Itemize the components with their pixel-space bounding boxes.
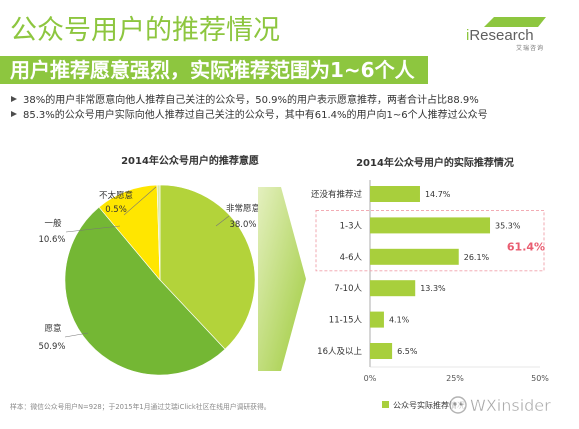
pie-label-neutral: 一般 (44, 218, 62, 229)
highlight-dashed-box (315, 209, 545, 272)
key-findings-list: 38%的用户非常愿意向他人推荐自己关注的公众号，50.9%的用户表示愿意推荐，两… (11, 93, 571, 123)
transition-arrow-icon (258, 187, 306, 371)
pie-value-neutral: 10.6% (38, 235, 65, 245)
category-label: 16人及以上 (317, 347, 362, 357)
bar (370, 248, 459, 265)
key-finding-item: 38%的用户非常愿意向他人推荐自己关注的公众号，50.9%的用户表示愿意推荐，两… (11, 93, 571, 108)
source-footnote: 样本：微信公众号用户N=928；于2015年1月通过艾瑞iClick社区在线用户… (10, 403, 271, 411)
logo-brand-text: iResearch (466, 27, 534, 44)
bar (370, 311, 384, 328)
pie-value-willing: 50.9% (38, 342, 65, 352)
highlight-total-label: 61.4% (507, 241, 545, 254)
category-label: 7-10人 (334, 284, 362, 294)
pie-label-unwilling: 不太愿意 (99, 190, 133, 201)
pie-chart-title: 2014年公众号用户的推荐意愿 (121, 154, 259, 167)
bullet-arrow-icon (11, 96, 17, 102)
pie-slices (64, 184, 256, 376)
bar-value-label: 4.1% (389, 316, 410, 325)
pie-labels: 非常愿意 38.0% 愿意 50.9% 一般 10.6% 不太愿意 0.5% (38, 186, 260, 352)
x-tick-label: 50% (531, 374, 549, 383)
pie-chart-recommend-willingness: 2014年公众号用户的推荐意愿 非常愿意 38.0% 愿意 50.9% 一般 10.6% 不… (38, 154, 260, 376)
logo-brand-cn-text: 艾瑞咨询 (515, 45, 544, 52)
watermark-text: WXinsider (470, 396, 551, 415)
bar (370, 343, 393, 359)
watermark-logo-dot-icon (453, 402, 457, 406)
pie-label-very-willing: 非常愿意 (226, 203, 260, 214)
bar-chart-highlight: 61.4% (315, 209, 545, 272)
bar-value-label: 14.7% (425, 190, 451, 199)
bar-value-label: 26.1% (464, 253, 490, 262)
key-finding-text: 38%的用户非常愿意向他人推荐自己关注的公众号，50.9%的用户表示愿意推荐，两… (23, 95, 479, 106)
pie-slice-unwilling (156, 184, 161, 281)
x-tick-label: 25% (446, 374, 464, 383)
watermark-logo-icon (449, 396, 467, 414)
page-title: 公众号用户的推荐情况 (10, 15, 280, 46)
bar-chart-bars: 还没有推荐过 14.7% 1-3人 35.3% 4-6人 26.1% 7-10人 13.3% 1… (311, 186, 521, 359)
watermark: WXinsider (449, 396, 551, 415)
key-finding-text: 85.3%的公众号用户实际向他人推荐过自己关注的公众号，其中有61.4%的用户向… (23, 110, 488, 121)
pie-label-willing: 愿意 (44, 323, 61, 334)
category-label: 1-3人 (340, 221, 363, 231)
bar (370, 217, 491, 234)
pie-value-very-willing: 38.0% (229, 220, 256, 230)
pie-leader-line-willing (64, 332, 89, 338)
bar (370, 280, 416, 297)
bar-chart-title: 2014年公众号用户的实际推荐情况 (356, 156, 514, 169)
category-label: 11-15人 (329, 316, 363, 326)
bar (370, 186, 420, 202)
key-finding-item: 85.3%的公众号用户实际向他人推荐过自己关注的公众号，其中有61.4%的用户向… (11, 108, 571, 123)
bullet-arrow-icon (11, 111, 17, 117)
bar-chart-axes: 0% 25% 50% (364, 180, 549, 383)
pie-leader-line-neutral (65, 225, 121, 233)
x-tick-label: 0% (364, 374, 377, 383)
bar-value-label: 6.5% (397, 347, 418, 356)
bar-value-label: 35.3% (495, 221, 521, 230)
pie-slice-very-willing (159, 184, 256, 350)
bar-chart-legend: 公众号实际推荐情况 (382, 400, 465, 410)
pie-slice-willing (64, 206, 226, 376)
pie-leader-line-unwilling (123, 186, 157, 216)
page-subtitle: 用户推荐愿意强烈，实际推荐范围为1~6个人 (10, 58, 415, 82)
legend-label: 公众号实际推荐情况 (393, 400, 465, 410)
category-label: 4-6人 (340, 253, 363, 263)
iresearch-logo: iResearch 艾瑞咨询 (466, 14, 552, 56)
category-label: 还没有推荐过 (311, 189, 363, 200)
pie-leader-line-very-willing (215, 215, 230, 227)
subtitle-banner: 用户推荐愿意强烈，实际推荐范围为1~6个人 (0, 56, 428, 84)
bar-chart-actual-recommendation: 2014年公众号用户的实际推荐情况 0% 25% 50% 还没有推荐过 14.7% 1-… (311, 156, 549, 410)
bar-value-label: 13.3% (420, 284, 446, 293)
logo-swoosh-icon (484, 17, 546, 27)
legend-swatch (382, 401, 389, 408)
watermark-logo-dot-icon (459, 402, 463, 406)
pie-value-unwilling: 0.5% (105, 205, 127, 215)
